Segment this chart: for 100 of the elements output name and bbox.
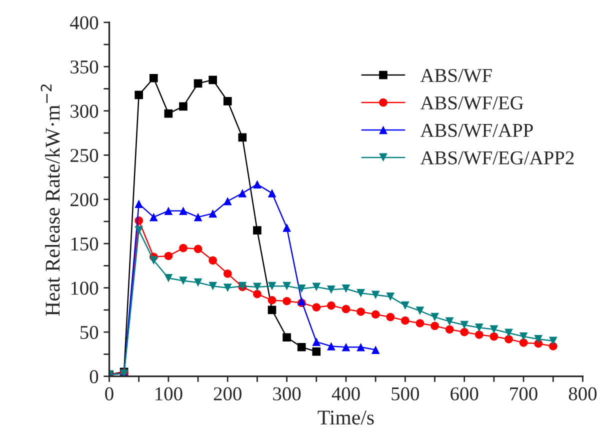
y-tick-label: 250 (70, 148, 98, 162)
point (179, 276, 188, 285)
point (208, 256, 217, 265)
x-tick-label: 100 (156, 387, 182, 400)
point (327, 285, 336, 294)
point (208, 209, 217, 218)
point (371, 310, 380, 319)
point (371, 346, 380, 354)
point (194, 79, 202, 88)
legend-label: ABS/WF/APP (420, 124, 533, 138)
y-tick-label: 0 (90, 370, 98, 384)
y-axis-title: Heat Release Rate/kW·m$^{−2}$ (40, 84, 60, 316)
point (134, 226, 144, 234)
point (134, 200, 144, 208)
point (253, 226, 262, 234)
legend-label: ABS/WF/EG/APP2 (420, 151, 574, 165)
point (519, 338, 528, 347)
point (490, 325, 498, 334)
point (386, 292, 395, 301)
point (342, 342, 350, 352)
point (312, 282, 321, 292)
point (164, 206, 173, 216)
point (149, 212, 158, 222)
point (460, 328, 469, 336)
point (208, 76, 217, 84)
x-tick-label: 600 (450, 387, 478, 400)
legend-label: ABS/WF (420, 68, 492, 82)
point (371, 290, 380, 300)
point (327, 301, 336, 310)
point (282, 224, 291, 232)
point (519, 332, 528, 341)
point (534, 334, 542, 344)
point (268, 189, 276, 198)
point (356, 308, 365, 316)
point (179, 102, 188, 111)
point (445, 325, 454, 334)
point (430, 312, 439, 322)
point (416, 319, 424, 328)
point (134, 90, 144, 100)
x-tick-label: 800 (568, 387, 597, 400)
point (356, 342, 365, 352)
y-tick-label: 400 (70, 16, 98, 30)
point (179, 206, 188, 216)
legend-label: ABS/WF/EG (420, 96, 524, 110)
point (327, 342, 336, 350)
point (164, 252, 173, 260)
point (238, 189, 247, 198)
point (548, 336, 558, 346)
y-tick-label: 300 (70, 104, 98, 118)
point (460, 320, 469, 330)
point (223, 96, 232, 106)
x-tick-label: 300 (273, 387, 301, 400)
point (268, 282, 276, 290)
point (164, 109, 173, 118)
point (253, 290, 262, 298)
point (268, 296, 276, 304)
x-tick-label: 400 (332, 387, 360, 400)
x-tick-label: 700 (510, 387, 538, 400)
point (297, 284, 306, 293)
point (149, 256, 158, 265)
point (474, 323, 484, 332)
point (194, 244, 202, 254)
point (164, 274, 173, 282)
point (401, 316, 410, 325)
point (282, 333, 291, 342)
point (342, 284, 350, 293)
x-tick-label: 200 (214, 387, 242, 400)
point (179, 244, 188, 252)
point (282, 296, 291, 306)
point (386, 312, 395, 322)
point (238, 133, 247, 142)
point (356, 288, 365, 298)
point (253, 180, 262, 188)
point (430, 322, 439, 330)
x-tick-label: 500 (392, 387, 420, 400)
point (253, 282, 262, 292)
point (223, 196, 232, 206)
y-tick-label: 200 (70, 193, 98, 206)
point (474, 330, 484, 339)
point (208, 282, 217, 290)
y-tick-label: 100 (71, 282, 98, 295)
point (504, 334, 513, 344)
point (504, 328, 513, 338)
point (223, 284, 232, 292)
point (312, 338, 321, 346)
point (194, 212, 202, 222)
point (194, 278, 202, 287)
point (149, 74, 158, 82)
point (223, 270, 232, 278)
y-tick-label: 350 (70, 60, 98, 74)
point (342, 304, 350, 314)
y-tick-label: 50 (80, 326, 98, 340)
point (268, 306, 276, 314)
point (416, 306, 424, 316)
x-tick-label: 0 (105, 387, 114, 400)
point (490, 332, 498, 341)
point (282, 282, 291, 290)
point (297, 342, 306, 352)
point (401, 301, 410, 310)
point (312, 303, 321, 312)
